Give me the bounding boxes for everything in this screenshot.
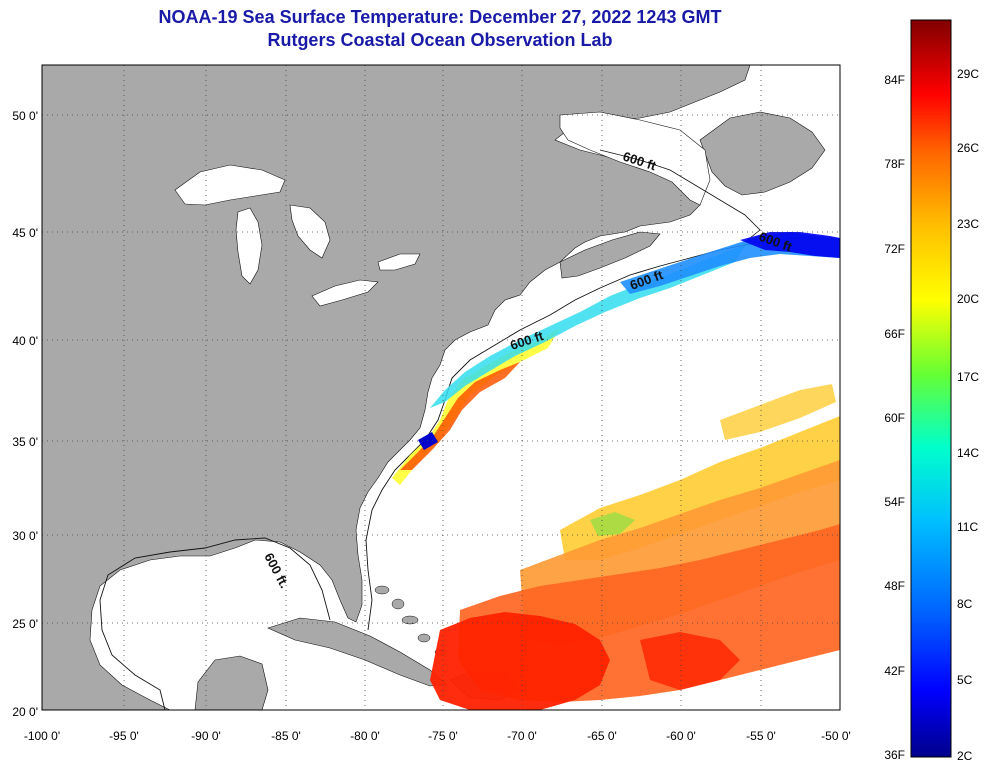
land-nova-scotia	[559, 231, 661, 279]
colorbar-c-label: 14C	[957, 446, 979, 460]
colorbar-c-label: 29C	[957, 67, 979, 81]
colorbar-c-label: 8C	[957, 597, 973, 611]
lat-tick-label: 50 0'	[12, 109, 38, 123]
colorbar-f-label: 60F	[884, 411, 905, 425]
lake-huron	[289, 204, 331, 259]
colorbar-f-label: 66F	[884, 327, 905, 341]
colorbar-c-label: 23C	[957, 217, 979, 231]
colorbar-f-label: 84F	[884, 73, 905, 87]
map-frame	[41, 64, 841, 711]
colorbar-c-label: 5C	[957, 673, 973, 687]
lon-tick-label: -60 0'	[666, 729, 696, 743]
sst-colorbar	[910, 19, 952, 758]
colorbar-c-label: 11C	[957, 520, 978, 534]
sst-ocean-swath	[430, 384, 840, 710]
lon-tick-labels: -100 0' -95 0' -90 0' -85 0' -80 0' -75 …	[24, 729, 851, 743]
lon-tick-label: -65 0'	[587, 729, 617, 743]
lon-tick-label: -75 0'	[428, 729, 458, 743]
lat-tick-label: 25 0'	[12, 617, 38, 631]
colorbar-c-label: 20C	[957, 292, 979, 306]
colorbar-f-label: 54F	[884, 495, 905, 509]
map-title: NOAA-19 Sea Surface Temperature: Decembe…	[158, 7, 722, 27]
map-subtitle: Rutgers Coastal Ocean Observation Lab	[267, 30, 613, 50]
lon-tick-label: -70 0'	[507, 729, 537, 743]
lon-tick-label: -100 0'	[24, 729, 60, 743]
lat-tick-labels: 20 0' 25 0' 30 0' 35 0' 40 0' 45 0' 50 0…	[12, 109, 38, 719]
colorbar-f-label: 78F	[884, 157, 905, 171]
lon-tick-label: -90 0'	[191, 729, 221, 743]
lon-tick-label: -55 0'	[746, 729, 776, 743]
lat-tick-label: 40 0'	[12, 334, 38, 348]
colorbar-f-label: 36F	[884, 748, 905, 762]
lake-michigan	[235, 207, 263, 285]
colorbar-f-label: 48F	[884, 579, 905, 593]
lat-tick-label: 45 0'	[12, 226, 38, 240]
colorbar-c-label: 17C	[957, 370, 979, 384]
bathymetry-contour	[99, 237, 840, 710]
colorbar-f-label: 72F	[884, 242, 905, 256]
colorbar-f-labels: 84F 78F 72F 66F 60F 54F 48F 42F 36F	[884, 73, 905, 762]
colorbar-c-label: 2C	[957, 749, 973, 763]
colorbar-c-label: 26C	[957, 141, 979, 155]
map-grid	[42, 65, 840, 710]
lon-tick-label: -85 0'	[271, 729, 301, 743]
lon-tick-label: -95 0'	[109, 729, 139, 743]
gulf-maine-contour	[599, 149, 761, 243]
lon-tick-label: -50 0'	[821, 729, 851, 743]
colorbar-c-labels: 29C 26C 23C 20C 17C 14C 11C 8C 5C 2C	[957, 67, 979, 763]
colorbar-f-label: 42F	[884, 664, 905, 678]
lake-superior	[174, 164, 286, 206]
lat-tick-label: 35 0'	[12, 435, 38, 449]
lat-tick-label: 30 0'	[12, 529, 38, 543]
land-yucatan	[194, 655, 269, 710]
lake-ontario	[377, 253, 421, 271]
lon-tick-label: -80 0'	[350, 729, 380, 743]
land-newfoundland	[699, 111, 826, 196]
lat-tick-label: 20 0'	[12, 705, 38, 719]
lake-erie	[311, 279, 379, 307]
